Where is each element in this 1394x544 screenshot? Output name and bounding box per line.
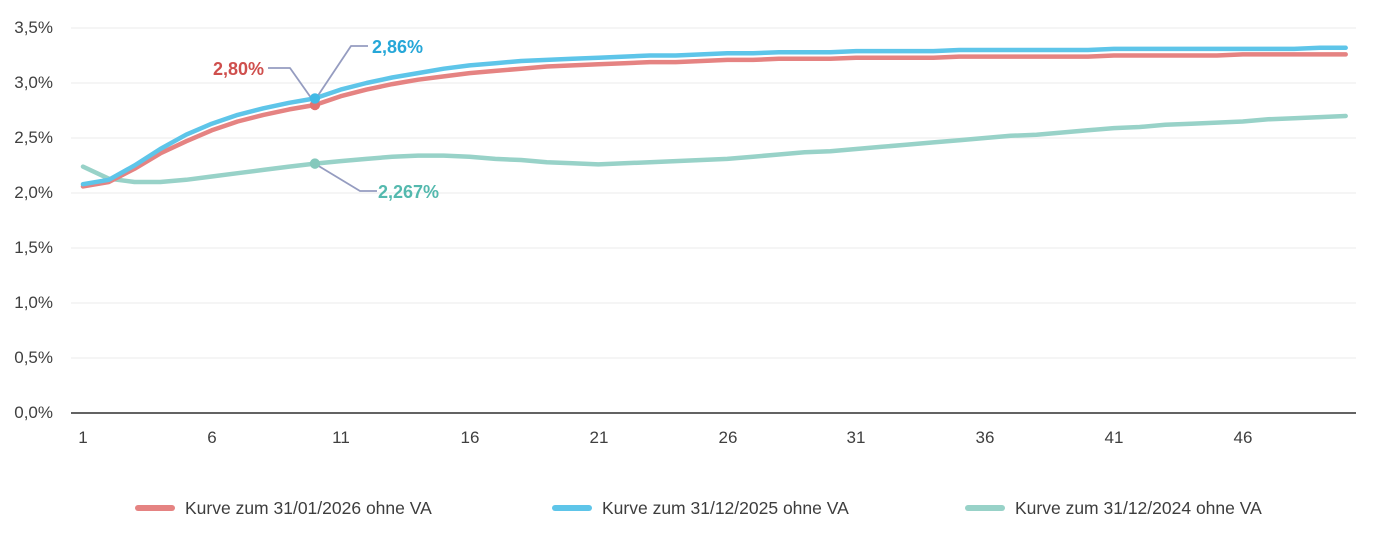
x-axis-tick-label: 16	[460, 428, 480, 447]
y-axis-tick-label: 2,5%	[14, 128, 53, 147]
x-axis-tick-label: 36	[975, 428, 995, 447]
y-axis-tick-label: 3,0%	[14, 73, 53, 92]
annotation-2024-value: 2,267%	[378, 182, 440, 202]
legend-swatch-2024	[965, 505, 1005, 511]
x-axis-tick-label: 21	[589, 428, 609, 447]
annotation-2026-value: 2,80%	[212, 59, 264, 79]
legend-item-2025: Kurve zum 31/12/2025 ohne VA	[552, 496, 849, 520]
y-axis-tick-label: 1,0%	[14, 293, 53, 312]
x-axis-tick-label: 6	[207, 428, 217, 447]
x-axis-tick-label: 31	[846, 428, 866, 447]
legend-label-2025: Kurve zum 31/12/2025 ohne VA	[602, 497, 849, 518]
y-axis-tick-label: 3,5%	[14, 18, 53, 37]
legend-item-2026: Kurve zum 31/01/2026 ohne VA	[135, 496, 432, 520]
annotation-2025-value: 2,86%	[372, 37, 424, 57]
legend-swatch-2026	[135, 505, 175, 511]
legend-swatch-2025	[552, 505, 592, 511]
x-axis-tick-label: 1	[78, 428, 88, 447]
x-axis-tick-label: 41	[1104, 428, 1124, 447]
y-axis-tick-label: 1,5%	[14, 238, 53, 257]
legend-item-2024: Kurve zum 31/12/2024 ohne VA	[965, 496, 1262, 520]
y-axis-tick-label: 2,0%	[14, 183, 53, 202]
x-axis-tick-label: 11	[332, 428, 350, 447]
x-axis-tick-label: 46	[1233, 428, 1253, 447]
x-axis-tick-label: 26	[718, 428, 738, 447]
legend-label-2024: Kurve zum 31/12/2024 ohne VA	[1015, 497, 1262, 518]
legend-label-2026: Kurve zum 31/01/2026 ohne VA	[185, 497, 432, 518]
y-axis-tick-label: 0,0%	[14, 403, 53, 422]
y-axis-tick-label: 0,5%	[14, 348, 53, 367]
